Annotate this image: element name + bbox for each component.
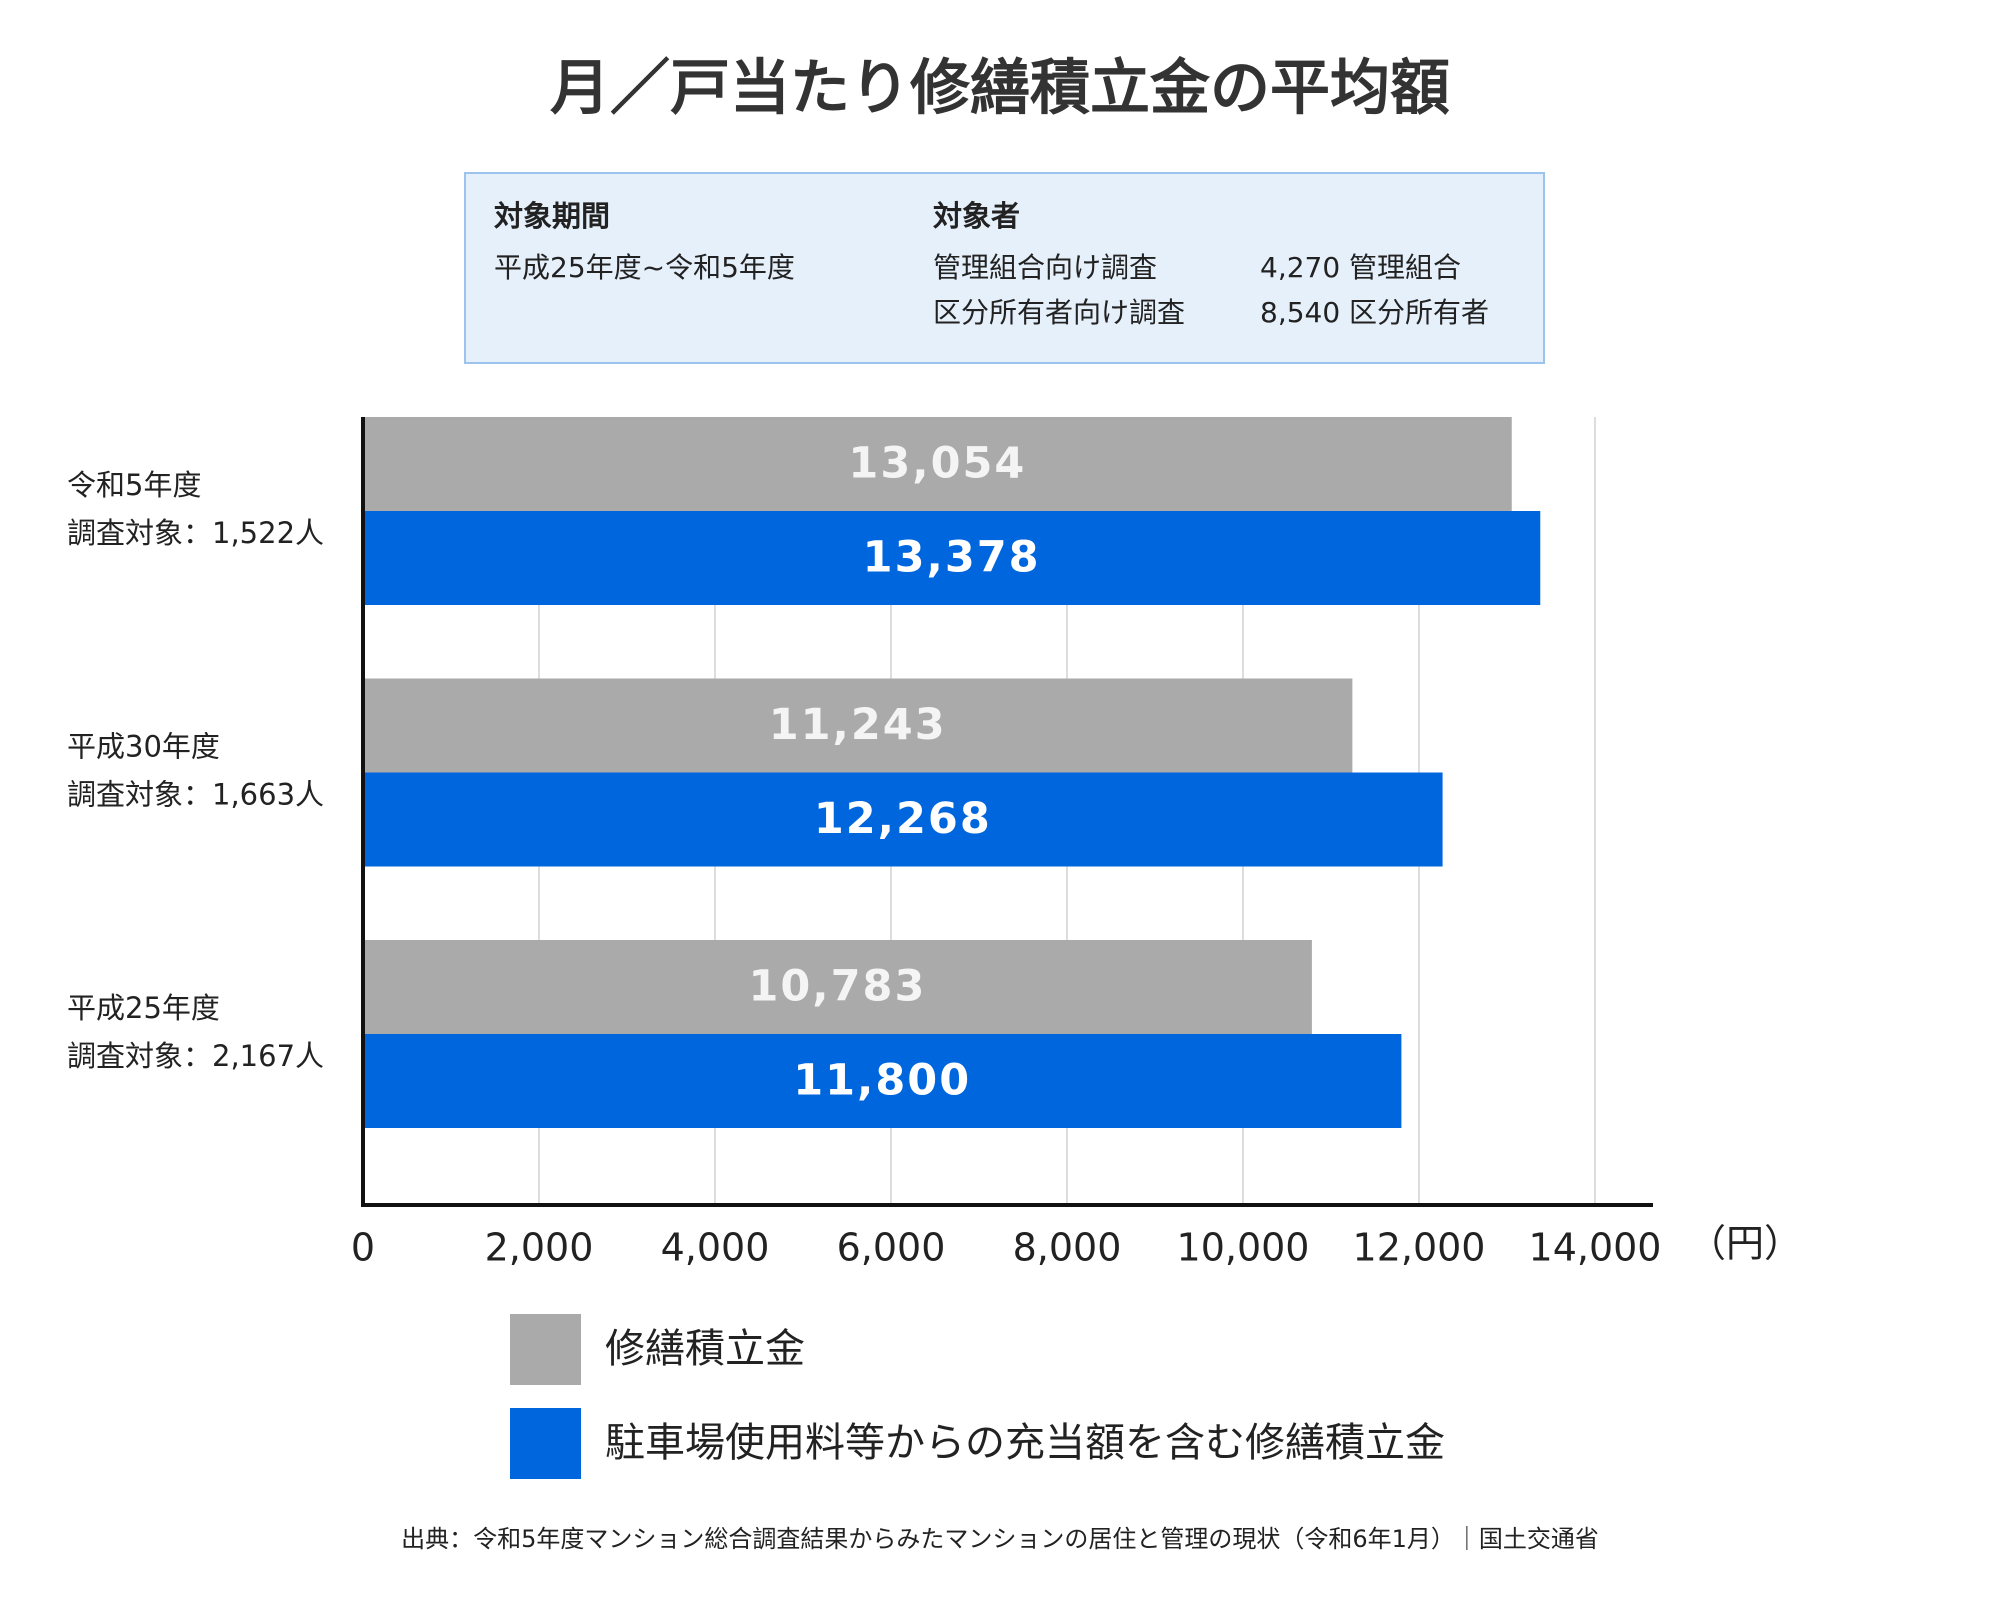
x-tick-label: 4,000 — [661, 1226, 770, 1270]
x-tick-label: 12,000 — [1353, 1226, 1486, 1270]
info-heading: 対象期間 — [494, 199, 610, 233]
category-note: 調査対象：2,167人 — [67, 1039, 324, 1073]
value-label: 13,054 — [848, 439, 1026, 489]
legend-label: 駐車場使用料等からの充当額を含む修繕積立金 — [605, 1420, 1445, 1466]
category-note: 調査対象：1,522人 — [67, 516, 324, 550]
info-text: 8,540 区分所有者 — [1260, 296, 1489, 329]
bar — [363, 1034, 1402, 1128]
value-label: 10,783 — [748, 962, 926, 1012]
bar — [363, 417, 1512, 511]
x-tick-label: 14,000 — [1529, 1226, 1662, 1270]
category-label: 令和5年度 — [67, 468, 201, 502]
bar — [363, 940, 1312, 1034]
x-tick-label: 2,000 — [485, 1226, 594, 1270]
bar — [363, 772, 1443, 867]
x-tick-label: 8,000 — [1013, 1226, 1122, 1270]
info-text: 区分所有者向け調査 — [933, 296, 1185, 329]
bar — [363, 511, 1541, 605]
value-label: 11,800 — [793, 1056, 971, 1106]
x-tick-label: 10,000 — [1177, 1226, 1310, 1270]
info-text: 管理組合向け調査 — [933, 251, 1157, 284]
x-tick-label: 6,000 — [837, 1226, 946, 1270]
info-heading: 対象者 — [933, 199, 1020, 233]
value-label: 12,268 — [814, 794, 992, 844]
info-text: 4,270 管理組合 — [1260, 251, 1461, 284]
legend-swatch — [510, 1408, 581, 1479]
x-unit: （円） — [1688, 1222, 1802, 1266]
x-tick-label: 0 — [351, 1226, 375, 1270]
info-box — [464, 172, 1545, 364]
bar — [363, 678, 1353, 773]
category-note: 調査対象：1,663人 — [67, 778, 324, 812]
legend-label: 修繕積立金 — [605, 1326, 805, 1372]
value-label: 11,243 — [769, 700, 947, 750]
info-text: 平成25年度~令和5年度 — [494, 251, 795, 284]
value-label: 13,378 — [863, 533, 1041, 583]
legend-swatch — [510, 1314, 581, 1385]
source: 出典：令和5年度マンション総合調査結果からみたマンションの居住と管理の現状（令和… — [401, 1525, 1599, 1553]
category-label: 平成25年度 — [67, 991, 220, 1025]
chart-title: 月／戸当たり修繕積立金の平均額 — [550, 54, 1450, 124]
category-label: 平成30年度 — [67, 730, 220, 764]
